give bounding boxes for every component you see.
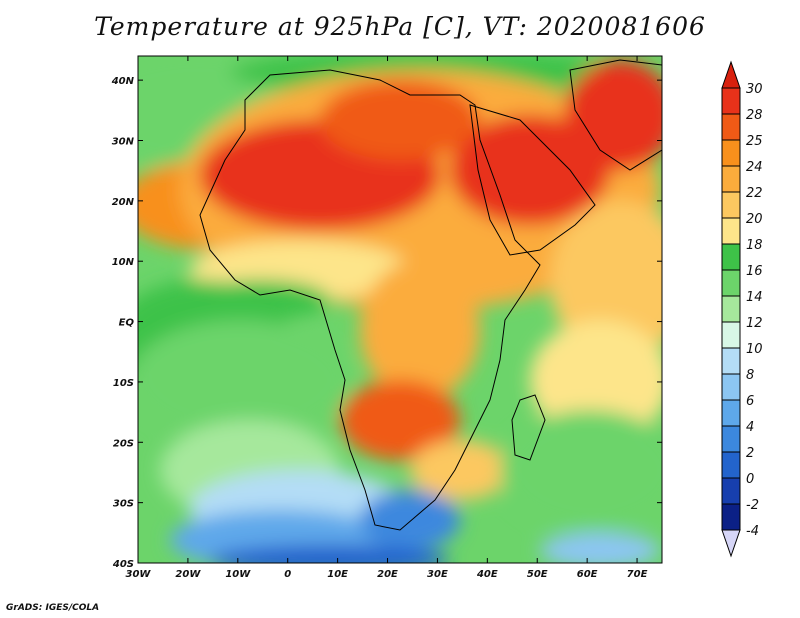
colorbar-label-bottom: -4 (746, 524, 759, 539)
colorbar-swatch (721, 295, 741, 323)
lon-tick-label: 20W (175, 569, 201, 580)
temperature-field (138, 56, 662, 563)
lat-tick-label: 10N (112, 257, 135, 268)
chart-title: Temperature at 925hPa [C], VT: 202008160… (94, 12, 706, 41)
colorbar-swatch (721, 243, 741, 271)
colorbar-swatch (721, 87, 741, 115)
colorbar-label: 28 (746, 108, 763, 123)
colorbar-swatch (721, 477, 741, 505)
lat-tick-label: 30S (113, 499, 134, 510)
colorbar-label: 18 (746, 238, 763, 253)
lon-tick-label: 20E (377, 569, 398, 580)
colorbar-label: 2 (746, 446, 754, 461)
colorbar-label: 30 (746, 82, 763, 97)
colorbar-label: 4 (746, 420, 754, 435)
colorbar-label: -2 (746, 498, 759, 513)
colorbar-label: 24 (746, 160, 763, 175)
map-frame (137, 55, 663, 564)
lon-tick-label: 10E (327, 569, 348, 580)
lat-tick-label: 40N (111, 76, 135, 87)
colorbar-top-triangle (721, 60, 741, 89)
lon-tick-label: 30W (126, 569, 152, 580)
colorbar-label: 16 (746, 264, 763, 279)
colorbar-label: 10 (746, 342, 763, 357)
colorbar-label: 25 (746, 134, 763, 149)
lat-tick-label: 20S (113, 438, 134, 449)
coastlines (199, 59, 662, 531)
colorbar-swatch (721, 217, 741, 245)
lat-tick-label: 40S (112, 559, 134, 570)
credit-label: GrADS: IGES/COLA (6, 603, 100, 613)
colorbar-label: 20 (746, 212, 763, 227)
colorbar-swatch (721, 165, 741, 193)
colorbar-label: 14 (746, 290, 763, 305)
colorbar-swatch (721, 373, 741, 401)
colorbar-label: 8 (746, 368, 754, 383)
lon-tick-label: 10W (225, 569, 251, 580)
colorbar-swatch (721, 191, 741, 219)
colorbar-swatch (721, 347, 741, 375)
colorbar-label: 0 (746, 472, 754, 487)
colorbar-bottom-triangle (721, 529, 741, 558)
colorbar-label: 22 (746, 186, 763, 201)
lat-tick-label: 20N (112, 197, 135, 208)
colorbar-swatch (721, 321, 741, 349)
colorbar-swatch (721, 399, 741, 427)
colorbar-label: 12 (746, 316, 763, 331)
colorbar-swatch (721, 139, 741, 167)
colorbar-swatch (721, 425, 741, 453)
lon-tick-label: 70E (627, 569, 648, 580)
axis-ticks: 30W 20W 10W 0 10E 20E 30E 40E 50E 60E 70E 40N 30N 20N… (111, 56, 662, 580)
lat-tick-label: 30N (112, 137, 135, 148)
colorbar-swatch (721, 269, 741, 297)
colorbar-swatch (721, 503, 741, 531)
lon-tick-label: 60E (577, 569, 598, 580)
lat-tick-label: 10S (113, 378, 134, 389)
lon-tick-label: 0 (284, 569, 291, 580)
lon-tick-label: 50E (527, 569, 548, 580)
colorbar-swatch (721, 451, 741, 479)
colorbar-swatch (721, 113, 741, 141)
lon-tick-label: 30E (427, 569, 448, 580)
lat-tick-label: EQ (119, 318, 135, 329)
lon-tick-label: 40E (476, 569, 498, 580)
colorbar-label: 6 (746, 394, 754, 409)
